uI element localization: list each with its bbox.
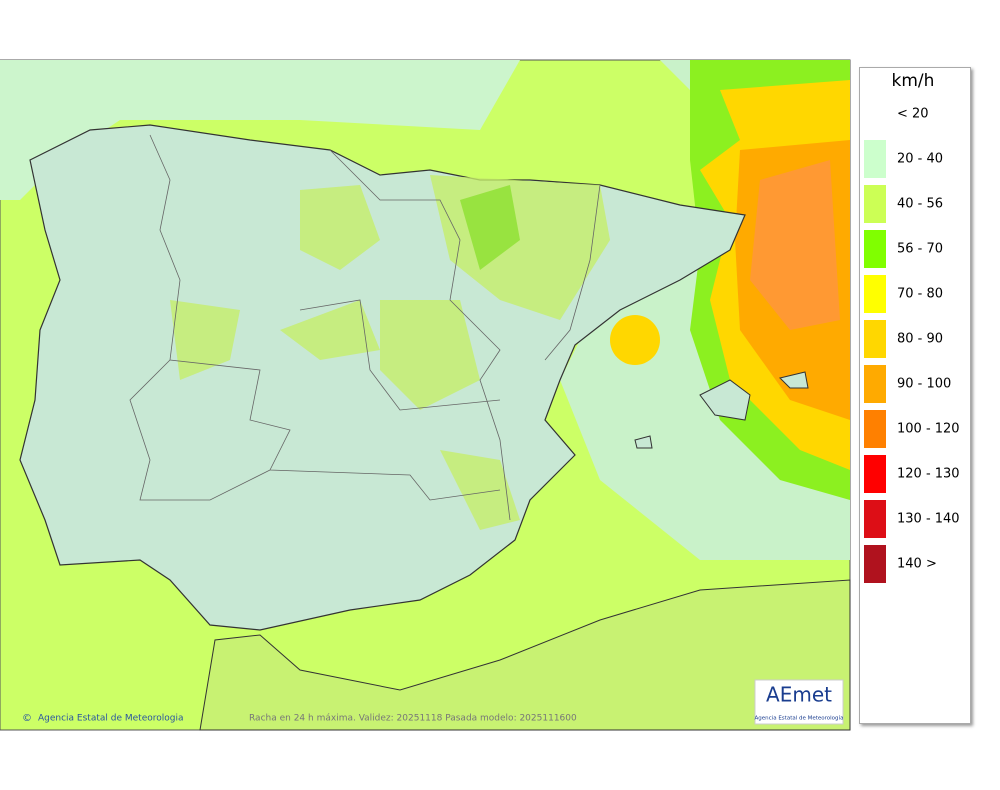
legend-label: 130 - 140	[897, 512, 960, 527]
footer-center: Racha en 24 h máxima. Validez: 20251118 …	[249, 714, 577, 724]
regional-borders	[129, 134, 601, 521]
wind-zone	[60, 60, 850, 560]
north-africa	[199, 579, 851, 731]
wind-zone	[750, 160, 840, 330]
legend-swatch	[864, 410, 886, 448]
legend-swatch	[864, 185, 886, 223]
legend-swatch	[864, 275, 886, 313]
footer-left: Agencia Estatal de Meteorologia	[38, 714, 184, 724]
balearic-islands	[634, 371, 809, 449]
logo-subtitle: Agencia Estatal de Meteorología	[755, 715, 844, 722]
legend-swatch	[864, 545, 886, 583]
legend-label: 120 - 130	[897, 467, 960, 482]
legend-swatch	[864, 365, 886, 403]
copyright: ©	[22, 713, 32, 724]
legend-unit: km/h	[892, 71, 935, 91]
logo-box	[754, 679, 844, 725]
map	[0, 59, 851, 731]
legend-label: 80 - 90	[897, 332, 943, 347]
wind-zone	[610, 315, 660, 365]
wind-zone	[170, 175, 610, 530]
legend-label: < 20	[897, 107, 929, 122]
legend-swatch	[864, 455, 886, 493]
legend-swatch	[864, 95, 886, 133]
logo: AEmet Agencia Estatal de Meteorología	[754, 679, 844, 725]
legend-label: 100 - 120	[897, 422, 960, 437]
wind-zone	[0, 60, 520, 200]
legend-label: 90 - 100	[897, 377, 951, 392]
legend-label: 70 - 80	[897, 287, 943, 302]
legend-label: 140 >	[897, 557, 937, 572]
legend-swatch	[864, 140, 886, 178]
legend-label: 20 - 40	[897, 152, 943, 167]
legend-label: 56 - 70	[897, 242, 943, 257]
legend-label: 40 - 56	[897, 197, 943, 212]
legend: km/h < 20 20 - 40 40 - 56 56 - 70 70 - 80 80 …	[864, 71, 960, 583]
legend-swatch	[864, 320, 886, 358]
legend-swatch	[864, 230, 886, 268]
wind-zone	[460, 185, 520, 270]
legend-swatch	[864, 500, 886, 538]
logo-text: AEmet	[766, 683, 832, 707]
